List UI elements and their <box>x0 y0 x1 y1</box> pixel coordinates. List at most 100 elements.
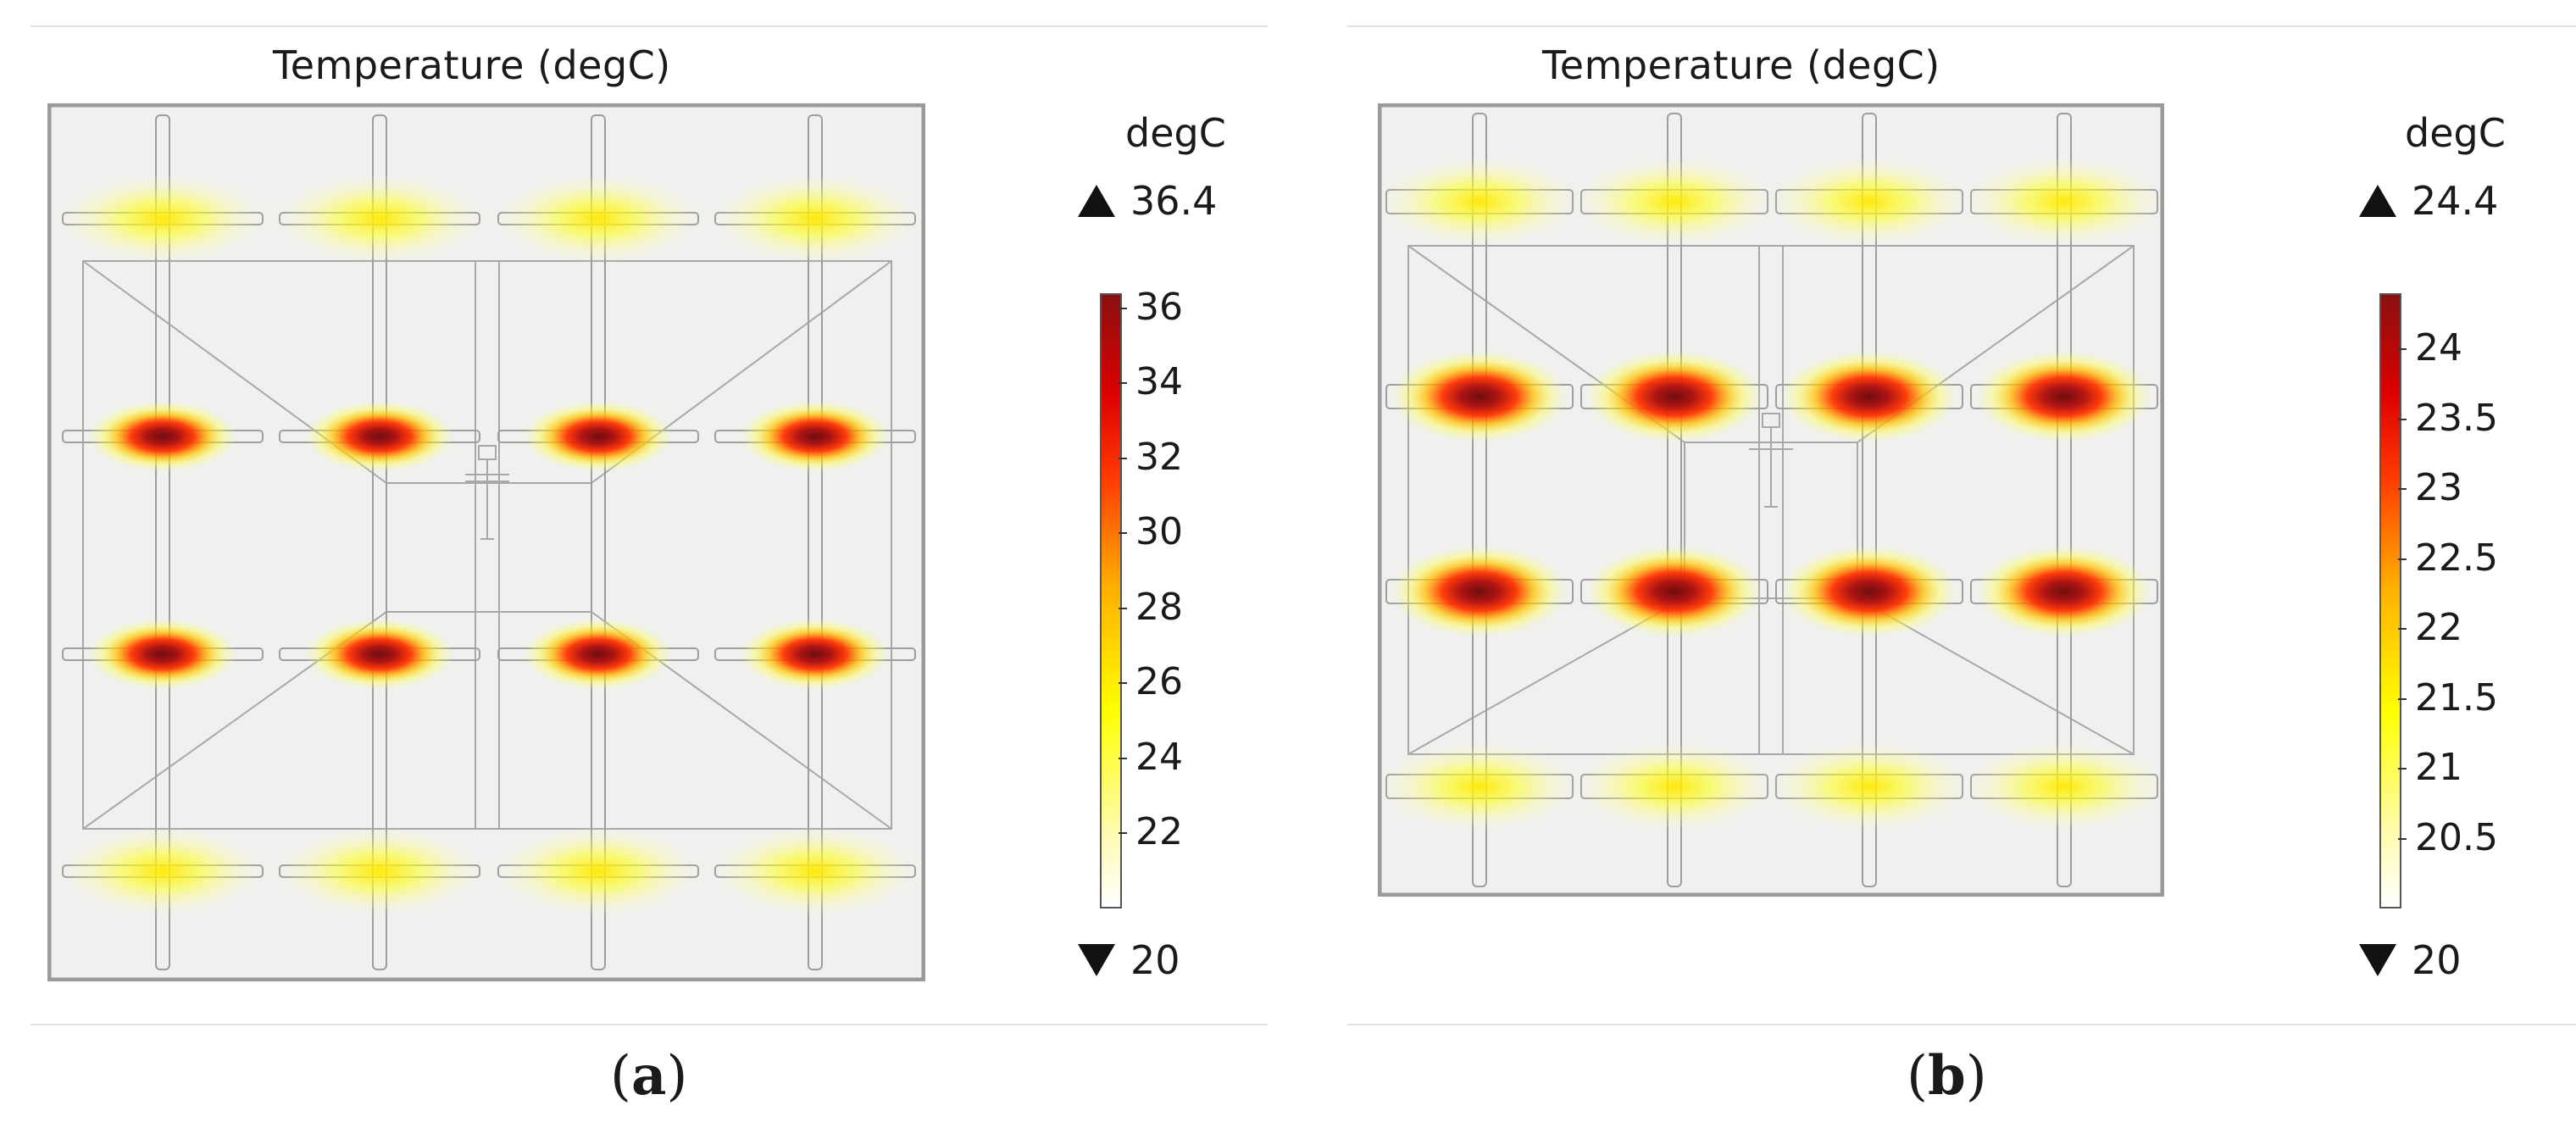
vertical-rib <box>591 114 606 970</box>
tick-mark <box>1119 382 1127 385</box>
top-divider <box>1347 25 2576 27</box>
warm-spot <box>61 827 264 915</box>
tick-label: 28 <box>1135 585 1183 629</box>
hotspot <box>305 401 454 472</box>
tick-label: 34 <box>1135 360 1183 404</box>
tick-label: 23.5 <box>2415 396 2498 440</box>
tick-label: 21.5 <box>2415 675 2498 720</box>
hotspot <box>305 619 454 690</box>
tick-label: 26 <box>1135 660 1183 704</box>
tick-mark <box>1119 757 1127 759</box>
tick-mark <box>1119 457 1127 459</box>
tick-label: 24 <box>1135 735 1183 779</box>
top-divider <box>31 25 1268 27</box>
tick-mark <box>2398 348 2407 350</box>
hotspot <box>1586 546 1763 637</box>
tick-mark <box>1119 307 1127 309</box>
warm-spot <box>497 827 700 915</box>
vertical-rib <box>155 114 170 970</box>
temperature-plot <box>1378 103 2164 897</box>
tick-label: 24 <box>2415 326 2462 369</box>
tick-mark <box>2398 488 2407 490</box>
warm-spot <box>713 175 917 263</box>
center-column <box>475 260 500 830</box>
colorbar-min: 20 <box>2359 937 2462 983</box>
tick-label: 21 <box>2415 746 2462 789</box>
center-column <box>1758 245 1784 755</box>
tick-label: 22.5 <box>2415 536 2498 580</box>
warm-spot <box>713 827 917 915</box>
warm-spot <box>1964 158 2164 246</box>
hotspot <box>88 401 237 472</box>
hotspot <box>1976 546 2152 637</box>
caption-letter: b <box>1927 1044 1966 1108</box>
panel-a: Temperature (degC) degC 36.4 36 34 32 30 28 2… <box>31 0 1302 1139</box>
vertical-rib <box>372 114 387 970</box>
hotspots <box>1380 158 2164 831</box>
min-value: 20 <box>2412 937 2462 983</box>
hotspot <box>1976 351 2152 442</box>
warm-spot <box>1574 742 1774 831</box>
colorbar-max: 24.4 <box>2359 178 2498 224</box>
tick-mark <box>1119 532 1127 535</box>
warm-spot <box>497 175 700 263</box>
colorbar-unit: degC <box>2405 110 2506 156</box>
tick-mark <box>1119 682 1127 685</box>
tick-label: 32 <box>1135 435 1183 479</box>
warm-spot <box>1380 742 1579 831</box>
hotspot <box>741 401 890 472</box>
warm-spot <box>278 827 481 915</box>
vertical-rib <box>1667 113 1682 887</box>
hotspot <box>1781 546 1957 637</box>
temperature-plot <box>47 103 925 981</box>
panel-caption: (a) <box>610 1044 688 1108</box>
warm-spot <box>1769 742 1969 831</box>
vertical-rib <box>1472 113 1487 887</box>
bottom-divider <box>31 1024 1268 1025</box>
hotspot <box>1391 546 1568 637</box>
triangle-up-icon <box>2359 185 2396 217</box>
bottom-divider <box>1347 1024 2576 1025</box>
tick-mark <box>2398 768 2407 770</box>
colorbar-min: 20 <box>1078 937 1180 983</box>
caption-letter: a <box>630 1044 667 1108</box>
max-value: 36.4 <box>1130 178 1218 224</box>
hotspot <box>1391 351 1568 442</box>
warm-spot <box>1769 158 1969 246</box>
tick-label: 36 <box>1135 285 1183 329</box>
triangle-down-icon <box>1078 944 1115 976</box>
warm-spot <box>61 175 264 263</box>
hotspot <box>1586 351 1763 442</box>
tick-mark <box>2398 697 2407 700</box>
min-value: 20 <box>1130 937 1180 983</box>
vertical-rib <box>2057 113 2072 887</box>
warm-spot <box>1574 158 1774 246</box>
triangle-up-icon <box>1078 185 1115 217</box>
hotspot <box>741 619 890 690</box>
vertical-rib <box>1862 113 1877 887</box>
colorbar <box>2379 293 2401 908</box>
hotspot <box>524 619 673 690</box>
plot-title: Temperature (degC) <box>1542 42 1940 88</box>
hotspots <box>61 175 917 915</box>
colorbar-max: 36.4 <box>1078 178 1217 224</box>
tick-mark <box>2398 837 2407 840</box>
hotspot <box>1781 351 1957 442</box>
tick-mark <box>2398 558 2407 560</box>
hotspot <box>524 401 673 472</box>
colorbar <box>1100 293 1122 908</box>
hotspot <box>88 619 237 690</box>
tick-label: 22 <box>1135 810 1183 854</box>
tick-mark <box>1119 607 1127 609</box>
max-value: 24.4 <box>2412 178 2499 224</box>
triangle-down-icon <box>2359 944 2396 976</box>
panel-b: Temperature (degC) degC 24.4 24 23.5 23 22.… <box>1347 0 2576 1139</box>
warm-spot <box>1964 742 2164 831</box>
tick-label: 20.5 <box>2415 815 2498 859</box>
vertical-rib <box>808 114 823 970</box>
colorbar-unit: degC <box>1125 110 1226 156</box>
tick-label: 23 <box>2415 466 2462 509</box>
tick-label: 30 <box>1135 510 1183 554</box>
tick-label: 22 <box>2415 606 2462 649</box>
warm-spot <box>278 175 481 263</box>
